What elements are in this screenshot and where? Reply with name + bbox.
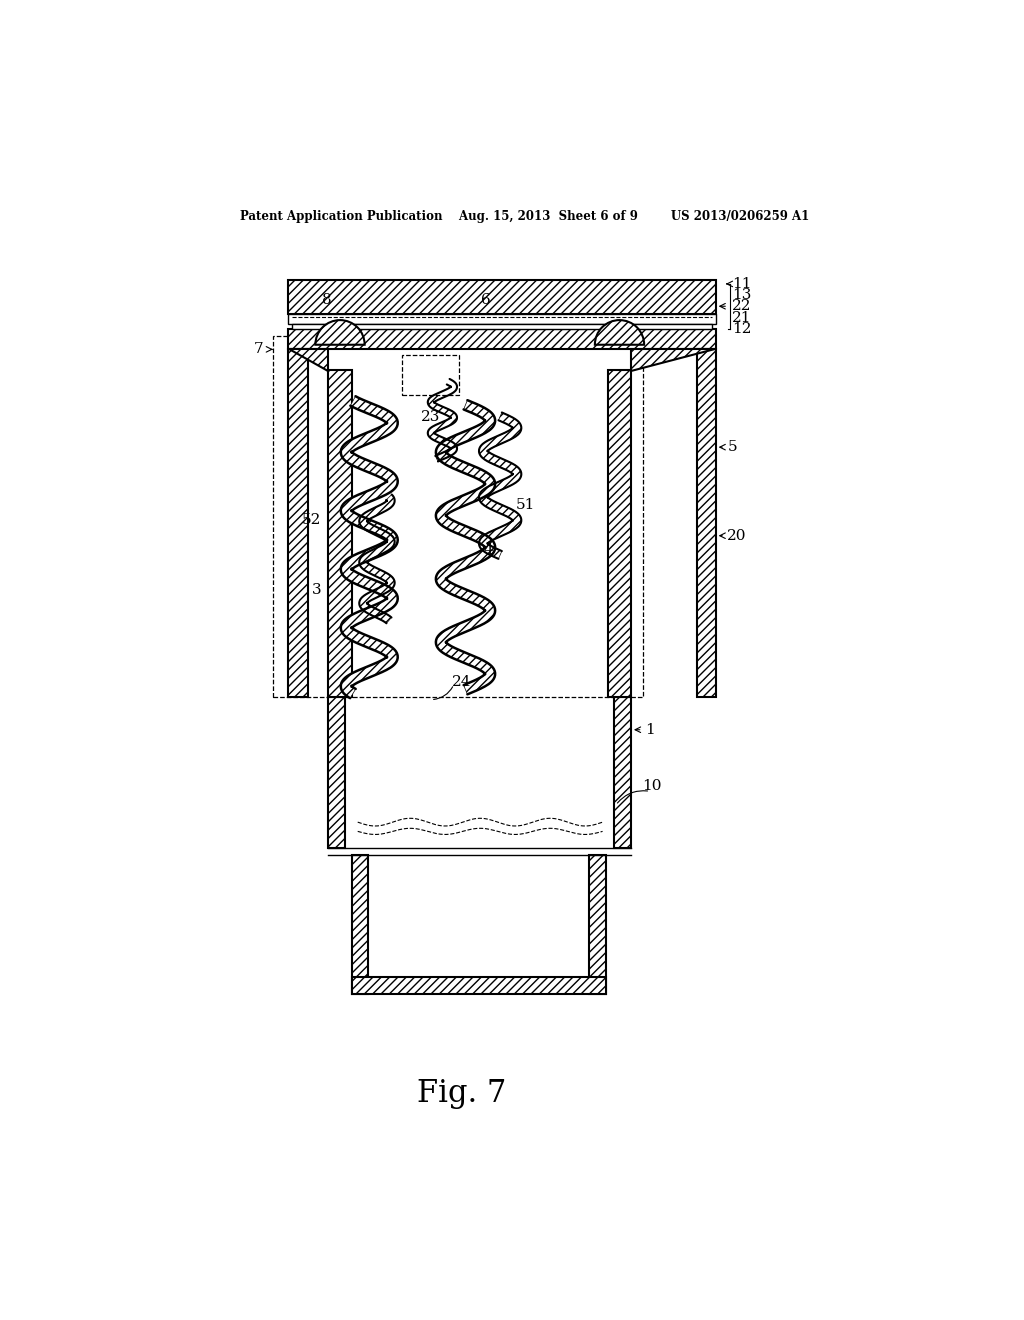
Text: 11: 11	[732, 277, 752, 290]
Text: Patent Application Publication    Aug. 15, 2013  Sheet 6 of 9        US 2013/020: Patent Application Publication Aug. 15, …	[241, 210, 809, 223]
Text: 6: 6	[481, 293, 490, 308]
Text: 22: 22	[732, 300, 752, 313]
Text: 20: 20	[727, 529, 746, 543]
Bar	[329, 697, 345, 847]
Text: 13: 13	[732, 289, 752, 302]
Polygon shape	[289, 350, 329, 371]
Text: 3: 3	[312, 582, 322, 597]
Wedge shape	[315, 321, 365, 345]
PathPatch shape	[479, 412, 521, 558]
Bar	[289, 350, 307, 697]
Text: 1: 1	[645, 723, 654, 737]
Text: 23: 23	[421, 411, 440, 424]
Bar	[289, 314, 716, 323]
PathPatch shape	[436, 400, 496, 694]
Bar	[329, 370, 351, 697]
Polygon shape	[631, 350, 715, 371]
Text: 24: 24	[452, 675, 471, 689]
PathPatch shape	[341, 396, 397, 698]
Text: 5: 5	[727, 440, 737, 454]
Bar	[696, 350, 716, 697]
Text: 52: 52	[302, 513, 322, 527]
Text: 10: 10	[643, 779, 663, 793]
Bar	[614, 697, 631, 847]
Text: Fig. 7: Fig. 7	[417, 1078, 506, 1109]
Bar	[351, 977, 606, 994]
Bar	[351, 855, 369, 994]
PathPatch shape	[428, 379, 457, 462]
Text: 12: 12	[732, 322, 752, 337]
Text: 51: 51	[515, 498, 535, 512]
Bar	[273, 335, 643, 697]
PathPatch shape	[359, 495, 394, 623]
Bar	[608, 370, 631, 697]
Bar	[292, 323, 712, 330]
Wedge shape	[595, 321, 644, 345]
Bar	[289, 280, 716, 314]
Bar	[590, 855, 606, 994]
Bar	[401, 355, 460, 395]
Text: 4: 4	[483, 543, 493, 557]
Text: 7: 7	[253, 342, 263, 356]
Text: 21: 21	[732, 310, 752, 325]
Bar	[289, 330, 716, 350]
Text: 8: 8	[322, 293, 331, 308]
